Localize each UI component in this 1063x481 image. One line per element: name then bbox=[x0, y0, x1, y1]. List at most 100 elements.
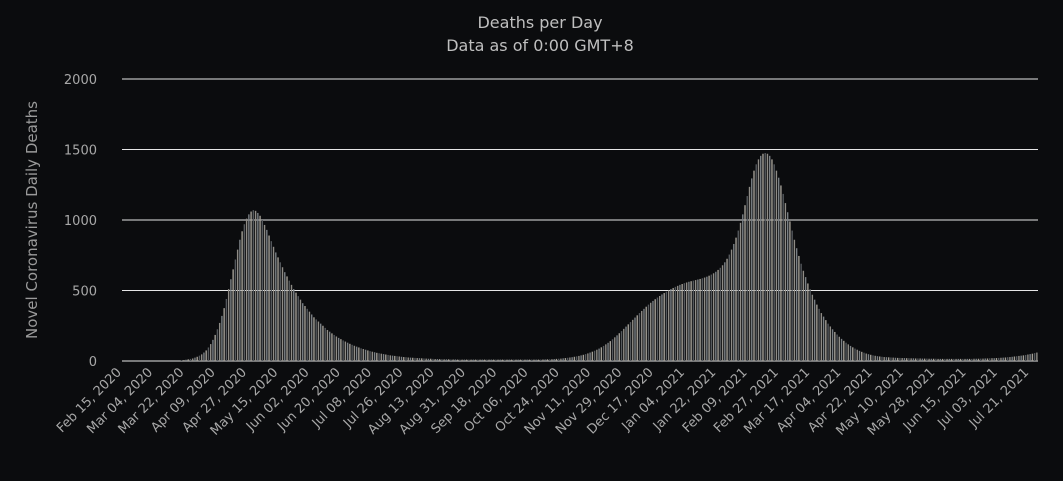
bar bbox=[804, 277, 807, 361]
bar bbox=[313, 317, 315, 361]
bar bbox=[733, 243, 735, 361]
bar bbox=[1020, 355, 1022, 361]
bar bbox=[908, 358, 910, 361]
bar bbox=[194, 357, 196, 361]
bar bbox=[385, 354, 387, 361]
bar bbox=[708, 275, 710, 361]
bar bbox=[1000, 357, 1002, 361]
bar bbox=[773, 164, 775, 361]
bar bbox=[580, 355, 582, 361]
bar bbox=[371, 351, 374, 361]
bar bbox=[944, 358, 946, 361]
bar bbox=[203, 352, 205, 361]
bar bbox=[391, 355, 394, 361]
bar bbox=[899, 357, 901, 361]
bar bbox=[618, 333, 620, 361]
bar bbox=[351, 344, 353, 361]
bars bbox=[180, 153, 1038, 362]
bar bbox=[187, 359, 189, 361]
bar bbox=[755, 164, 757, 361]
bar bbox=[656, 297, 659, 361]
bar bbox=[486, 359, 488, 361]
bar bbox=[634, 317, 636, 361]
bar bbox=[216, 329, 219, 361]
bar bbox=[872, 355, 874, 361]
bar bbox=[380, 353, 382, 361]
bar bbox=[358, 347, 360, 361]
bar bbox=[930, 358, 933, 361]
bar bbox=[650, 302, 652, 361]
bar bbox=[663, 293, 665, 361]
bar bbox=[894, 357, 897, 361]
bar bbox=[584, 354, 587, 361]
bar bbox=[858, 350, 861, 361]
bar bbox=[333, 334, 335, 361]
bar bbox=[775, 170, 778, 361]
bar bbox=[266, 229, 268, 361]
bar bbox=[427, 358, 430, 361]
bar bbox=[183, 360, 185, 361]
bar bbox=[562, 358, 564, 361]
bar bbox=[910, 358, 912, 361]
bar bbox=[234, 259, 237, 361]
bar bbox=[311, 314, 313, 361]
bar bbox=[710, 274, 713, 361]
bar bbox=[703, 277, 706, 361]
bar bbox=[1011, 356, 1013, 361]
y-tick-label: 500 bbox=[72, 285, 97, 300]
bar bbox=[349, 343, 351, 361]
bar bbox=[692, 280, 695, 361]
bar bbox=[822, 316, 825, 361]
bar bbox=[901, 358, 903, 361]
bar bbox=[207, 347, 210, 361]
bar bbox=[816, 304, 818, 361]
bar bbox=[409, 357, 412, 361]
bar bbox=[914, 358, 917, 361]
bar bbox=[528, 359, 531, 361]
bar bbox=[436, 359, 439, 361]
bar bbox=[492, 359, 495, 361]
bar bbox=[852, 347, 854, 361]
bar bbox=[596, 349, 598, 361]
bar bbox=[515, 359, 517, 361]
bar bbox=[239, 239, 241, 361]
bar bbox=[769, 155, 771, 361]
bar bbox=[598, 348, 600, 361]
bar bbox=[730, 249, 733, 361]
bar bbox=[346, 342, 349, 361]
bar bbox=[322, 325, 324, 361]
bar bbox=[672, 287, 674, 361]
bar bbox=[517, 359, 519, 361]
bar bbox=[394, 355, 396, 361]
y-axis-ticks: 0 500 1000 1500 2000 bbox=[64, 73, 97, 370]
bar bbox=[407, 357, 409, 361]
bar bbox=[227, 289, 230, 361]
bar bbox=[1013, 356, 1016, 361]
bar bbox=[243, 224, 246, 361]
bar bbox=[542, 359, 544, 361]
bar bbox=[975, 358, 977, 361]
bar bbox=[501, 359, 504, 361]
bar bbox=[1009, 357, 1011, 361]
bar bbox=[780, 185, 782, 361]
bar bbox=[719, 267, 722, 361]
bar bbox=[443, 359, 445, 361]
bar bbox=[263, 224, 266, 361]
bar bbox=[445, 359, 448, 361]
bar bbox=[400, 356, 403, 361]
bar bbox=[712, 273, 715, 361]
bar bbox=[795, 248, 798, 361]
bar bbox=[344, 341, 347, 361]
bar bbox=[537, 359, 540, 361]
bar bbox=[337, 337, 340, 361]
bar bbox=[302, 303, 304, 361]
bar bbox=[726, 258, 728, 361]
bar bbox=[245, 218, 248, 361]
bar bbox=[257, 212, 259, 361]
bar bbox=[865, 353, 867, 361]
bar bbox=[272, 246, 275, 361]
bar bbox=[297, 296, 299, 361]
bar bbox=[989, 358, 991, 361]
bar bbox=[236, 249, 239, 361]
bar bbox=[964, 358, 966, 361]
